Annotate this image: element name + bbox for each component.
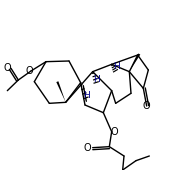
- Text: O: O: [3, 63, 11, 73]
- Text: H: H: [83, 90, 90, 99]
- Text: O: O: [25, 66, 33, 76]
- Text: H: H: [113, 62, 119, 71]
- Text: O: O: [84, 143, 92, 153]
- Polygon shape: [129, 53, 140, 72]
- Polygon shape: [56, 81, 66, 102]
- Text: O: O: [143, 101, 150, 111]
- Text: H: H: [93, 74, 100, 83]
- Text: O: O: [111, 127, 119, 137]
